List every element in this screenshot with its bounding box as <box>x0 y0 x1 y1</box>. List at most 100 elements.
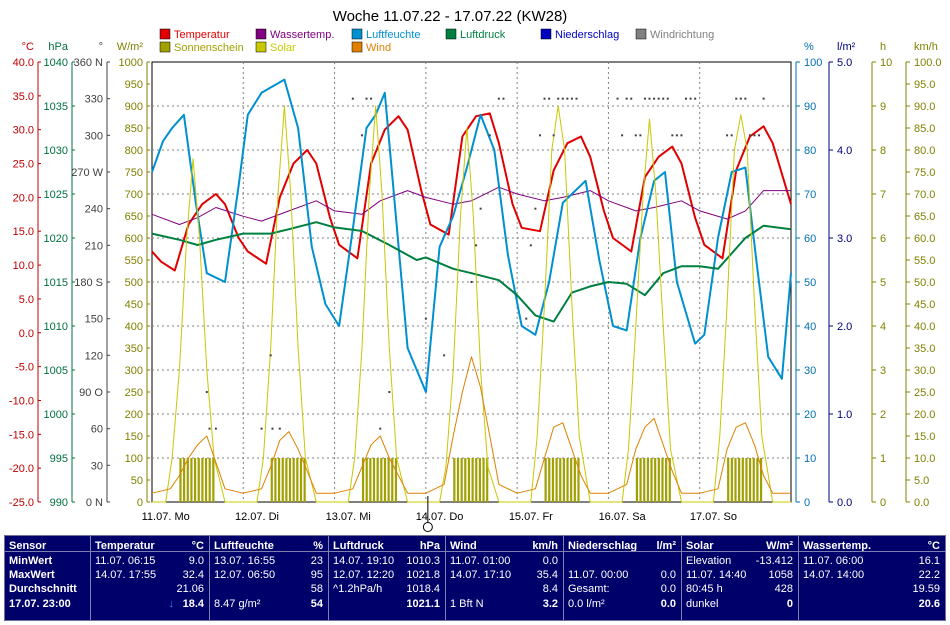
wind_dir-tick: 330 <box>85 94 103 106</box>
table-row: 14.07. 17:10 35.4 <box>450 568 558 582</box>
solar-tick: 800 <box>125 145 143 157</box>
column-header: Solar W/m² <box>686 539 793 553</box>
pressure-tick: 1030 <box>44 145 68 157</box>
wind-direction-dot <box>379 427 382 430</box>
table-row: Durchschnitt <box>9 582 84 596</box>
sunshine-bar <box>752 458 755 502</box>
wind-direction-dot <box>260 427 263 430</box>
legend-swatch <box>445 28 457 40</box>
header-label: Wind <box>450 540 477 552</box>
x-tick-label: 15.07. Fr <box>509 511 553 523</box>
header-unit: l/m² <box>656 540 676 552</box>
sunshine-tick: 3 <box>880 365 886 377</box>
row-value: 3.2 <box>542 598 558 610</box>
row-value: 1058 <box>768 569 793 581</box>
table-row: 80:45 h 428 <box>686 582 793 596</box>
humidity-tick: 0 <box>804 497 810 509</box>
header-label: Luftdruck <box>333 540 384 552</box>
row-detail: 12.07. 06:50 <box>214 569 276 581</box>
wind-tick: 70.0 <box>914 189 935 201</box>
wind-direction-dot <box>488 134 491 137</box>
row-detail: 80:45 h <box>686 583 723 595</box>
wind-tick: 80.0 <box>914 145 935 157</box>
pressure-tick: 995 <box>50 453 68 465</box>
humidity-tick: 10 <box>804 453 816 465</box>
column-header: Temperatur °C <box>95 539 204 553</box>
row-value: 16.1 <box>918 555 940 567</box>
wind-direction-dot <box>497 97 500 100</box>
wind_dir-tick: 180 S <box>74 277 103 289</box>
wind-tick: 0.0 <box>914 497 929 509</box>
wind-tick: 55.0 <box>914 255 935 267</box>
wind-direction-dot <box>758 134 761 137</box>
axes: °C40.035.030.025.020.015.010.05.00.0-5.0… <box>9 41 942 509</box>
header-label: Temperatur <box>95 540 155 552</box>
wind-direction-dot <box>502 97 505 100</box>
sunshine-bar <box>453 458 456 502</box>
wind_dir-unit: ° <box>99 41 103 53</box>
humidity-tick: 100 <box>804 57 822 69</box>
header-divider <box>5 551 90 552</box>
sunshine-bar <box>559 458 562 502</box>
sunshine-bar <box>270 458 273 502</box>
sunshine-bar <box>570 458 573 502</box>
solar-tick: 250 <box>125 387 143 399</box>
sunshine-bar <box>285 458 288 502</box>
wind-tick: 75.0 <box>914 167 935 179</box>
sunshine-bar <box>635 458 639 502</box>
wind-direction-dot <box>475 244 478 247</box>
row-value: 0.0 <box>660 569 676 581</box>
table-row: 8.47 g/m² 54 <box>214 597 323 611</box>
solar-tick: 300 <box>125 365 143 377</box>
table-row: ^1.2hPa/h 1018.4 <box>333 582 440 596</box>
solar-tick: 0 <box>137 497 143 509</box>
row-label: Durchschnitt <box>9 583 77 595</box>
sunshine-bar <box>566 458 569 502</box>
table-column: Temperatur °C 11.07. 06:15 9.0 14.07. 17:55 3… <box>90 536 210 620</box>
wind-tick: 25.0 <box>914 387 935 399</box>
wind-direction-dot <box>689 97 692 100</box>
legend-swatch <box>635 28 647 40</box>
pressure-tick: 1010 <box>44 321 68 333</box>
column-header: Wassertemp. °C <box>803 539 940 553</box>
wind-direction-dot <box>557 97 560 100</box>
wind-direction-dot <box>621 134 624 137</box>
wind-tick: 40.0 <box>914 321 935 333</box>
sunshine-bar <box>208 458 211 502</box>
weather-chart: Woche 11.07.22 - 17.07.22 (KW28) Tempera… <box>8 8 942 532</box>
row-detail: Gesamt: <box>568 583 610 595</box>
table-row: 14.07. 19:10 1010.3 <box>333 554 440 568</box>
wind-direction-dot <box>671 134 674 137</box>
solar-tick: 750 <box>125 167 143 179</box>
row-detail: 1 Bft N <box>450 598 484 610</box>
wind-direction-dot <box>525 317 528 320</box>
pressure-tick: 1000 <box>44 409 68 421</box>
wind-direction-dot <box>675 134 678 137</box>
row-detail: 8.47 g/m² <box>214 598 261 610</box>
wind-tick: 100.0 <box>914 57 942 69</box>
temp-tick: 5.0 <box>19 294 34 306</box>
row-detail: 14.07. 14:00 <box>803 569 865 581</box>
wind-tick: 65.0 <box>914 211 935 223</box>
pressure-tick: 1005 <box>44 365 68 377</box>
header-label: Wassertemp. <box>803 540 872 552</box>
time-marker[interactable] <box>422 496 433 532</box>
temp-tick: 40.0 <box>13 57 34 69</box>
humidity-tick: 30 <box>804 365 816 377</box>
table-column: Wassertemp. °C 11.07. 06:00 16.1 14.07. 14:0… <box>798 536 946 620</box>
sunshine-bar <box>738 458 741 502</box>
wind_dir-tick: 0 N <box>86 497 103 509</box>
sunshine-tick: 10 <box>880 57 892 69</box>
table-row: 11.07. 06:00 16.1 <box>803 554 940 568</box>
wind_dir-tick: 150 <box>85 314 103 326</box>
sunshine-bar <box>394 458 398 502</box>
sunshine-bar <box>548 458 551 502</box>
x-tick-label: 17.07. So <box>690 511 737 523</box>
wind-direction-dot <box>443 354 446 357</box>
wind-direction-dot <box>370 97 373 100</box>
solar-unit: W/m² <box>117 41 144 53</box>
rain-tick: 0.0 <box>837 497 852 509</box>
sunshine-bar <box>471 458 474 502</box>
table-row: 11.07. 14:40 1058 <box>686 568 793 582</box>
row-value: 9.0 <box>188 555 204 567</box>
